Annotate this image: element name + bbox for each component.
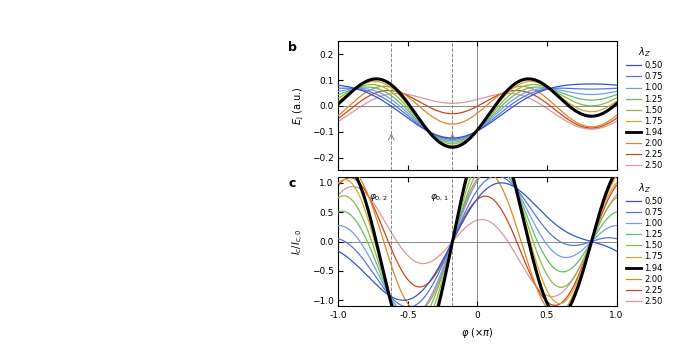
Text: c: c: [288, 177, 296, 190]
Y-axis label: $E_\mathrm{J}$ (a.u.): $E_\mathrm{J}$ (a.u.): [292, 87, 306, 125]
X-axis label: $\varphi$ ($\times\pi$): $\varphi$ ($\times\pi$): [461, 325, 494, 340]
Legend: 0.50, 0.75, 1.00, 1.25, 1.50, 1.75, 1.94, 2.00, 2.25, 2.50: 0.50, 0.75, 1.00, 1.25, 1.50, 1.75, 1.94…: [626, 45, 663, 170]
Y-axis label: $I_c/I_{c,0}$: $I_c/I_{c,0}$: [291, 228, 306, 255]
Text: b: b: [288, 41, 297, 54]
Text: $\varphi_{0,2}$: $\varphi_{0,2}$: [369, 193, 387, 203]
Legend: 0.50, 0.75, 1.00, 1.25, 1.50, 1.75, 1.94, 2.00, 2.25, 2.50: 0.50, 0.75, 1.00, 1.25, 1.50, 1.75, 1.94…: [626, 181, 663, 306]
Text: $\varphi_{0,1}$: $\varphi_{0,1}$: [429, 193, 448, 203]
